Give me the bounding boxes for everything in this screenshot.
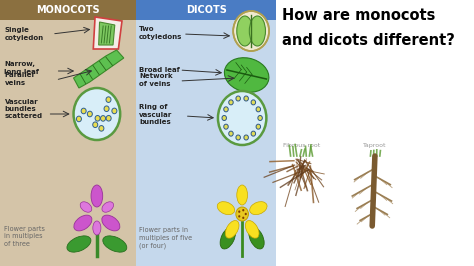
Circle shape <box>222 115 227 120</box>
Circle shape <box>251 100 255 105</box>
Circle shape <box>106 115 111 121</box>
Circle shape <box>238 215 240 218</box>
Circle shape <box>245 213 247 215</box>
Ellipse shape <box>93 221 101 235</box>
Text: Flower parts in
multiples of five
(or four): Flower parts in multiples of five (or fo… <box>139 227 192 249</box>
Ellipse shape <box>237 185 247 205</box>
Circle shape <box>112 108 117 114</box>
Circle shape <box>224 107 228 112</box>
Circle shape <box>106 97 111 102</box>
Ellipse shape <box>220 227 236 249</box>
Circle shape <box>236 135 240 140</box>
Text: Vascular
bundles
scattered: Vascular bundles scattered <box>4 98 43 119</box>
Text: Taproot: Taproot <box>363 143 387 148</box>
Ellipse shape <box>80 202 92 212</box>
Ellipse shape <box>246 221 259 238</box>
Bar <box>137 0 276 266</box>
Polygon shape <box>99 22 115 45</box>
Circle shape <box>73 88 120 140</box>
Circle shape <box>242 209 244 211</box>
Circle shape <box>242 217 244 219</box>
Circle shape <box>244 96 248 101</box>
Circle shape <box>229 131 233 136</box>
Ellipse shape <box>249 16 265 46</box>
Text: Network
of veins: Network of veins <box>139 73 173 86</box>
Ellipse shape <box>74 215 92 231</box>
Ellipse shape <box>250 202 267 215</box>
Circle shape <box>218 91 266 145</box>
Ellipse shape <box>102 215 120 231</box>
Text: Narrow,
long leaf: Narrow, long leaf <box>4 61 39 75</box>
Text: and dicots different?: and dicots different? <box>282 33 455 48</box>
Text: DICOTS: DICOTS <box>186 5 227 15</box>
Circle shape <box>81 108 86 114</box>
Text: Parallel
veins: Parallel veins <box>4 72 35 86</box>
Circle shape <box>236 96 240 101</box>
Text: Single
cotyledon: Single cotyledon <box>4 27 44 41</box>
Ellipse shape <box>103 236 127 252</box>
Text: Ring of
vascular
bundles: Ring of vascular bundles <box>139 105 172 126</box>
Text: How are monocots: How are monocots <box>282 8 435 23</box>
Circle shape <box>93 122 98 127</box>
Circle shape <box>229 100 233 105</box>
Text: Fibrous root: Fibrous root <box>283 143 320 148</box>
Text: Two
cotyledons: Two cotyledons <box>139 26 182 40</box>
Circle shape <box>100 116 106 121</box>
Circle shape <box>238 210 240 213</box>
Bar <box>0 0 137 20</box>
Text: Flower parts
in multiples
of three: Flower parts in multiples of three <box>4 226 45 247</box>
Circle shape <box>256 107 261 112</box>
Bar <box>276 0 425 266</box>
Circle shape <box>99 126 104 131</box>
Bar <box>0 0 137 266</box>
Polygon shape <box>73 50 124 88</box>
Circle shape <box>236 207 248 221</box>
Circle shape <box>76 116 82 122</box>
Circle shape <box>244 135 248 140</box>
Circle shape <box>258 115 262 120</box>
Text: Broad leaf: Broad leaf <box>139 67 180 73</box>
Ellipse shape <box>249 227 264 249</box>
Ellipse shape <box>224 58 269 92</box>
Ellipse shape <box>91 185 103 207</box>
Circle shape <box>256 124 261 129</box>
Ellipse shape <box>233 11 269 51</box>
Circle shape <box>87 111 92 117</box>
Ellipse shape <box>237 16 253 46</box>
Polygon shape <box>93 17 122 49</box>
Ellipse shape <box>67 236 91 252</box>
Ellipse shape <box>225 221 239 238</box>
Circle shape <box>224 124 228 129</box>
Circle shape <box>95 115 100 121</box>
Ellipse shape <box>102 202 114 212</box>
Text: MONOCOTS: MONOCOTS <box>36 5 100 15</box>
Ellipse shape <box>217 202 235 215</box>
Circle shape <box>251 131 255 136</box>
Circle shape <box>104 106 109 111</box>
Bar <box>137 0 276 20</box>
